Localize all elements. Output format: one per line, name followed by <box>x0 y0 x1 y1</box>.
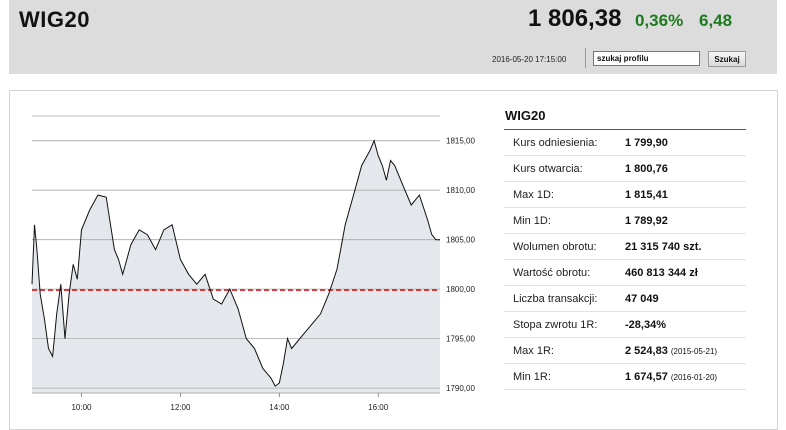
stats-label: Min 1D: <box>513 214 551 227</box>
stats-row: Liczba transakcji: 47 049 <box>504 286 746 312</box>
stats-value: 1 789,92 <box>625 215 668 227</box>
x-tick-label: 14:00 <box>269 403 290 412</box>
y-tick-label: 1805,00 <box>446 236 475 245</box>
stats-value-text: 21 315 740 szt. <box>625 240 702 253</box>
index-title: WIG20 <box>19 7 90 32</box>
stats-value-date: (2016-01-20) <box>670 372 718 382</box>
stats-value-text: 460 813 344 zł <box>625 266 698 279</box>
y-tick-label: 1800,00 <box>446 285 475 294</box>
x-tick-label: 16:00 <box>368 403 389 412</box>
y-tick-label: 1815,00 <box>446 137 475 146</box>
stats-value: 460 813 344 zł <box>625 267 698 279</box>
stats-row: Wolumen obrotu: 21 315 740 szt. <box>504 234 746 260</box>
stats-value: 1 674,57 (2016-01-20) <box>625 371 717 383</box>
change-absolute: 6,48 <box>699 11 733 30</box>
stats-value-text: 1 674,57 <box>625 370 668 383</box>
y-tick-label: 1790,00 <box>446 384 475 393</box>
price-area-fill <box>32 140 440 393</box>
price-line <box>31 139 440 387</box>
stats-row: Kurs odniesienia: 1 799,90 <box>504 130 746 156</box>
stats-row: Min 1R: 1 674,57 (2016-01-20) <box>504 364 746 390</box>
y-tick-label: 1795,00 <box>446 335 475 344</box>
stats-value-text: 2 524,83 <box>625 344 668 357</box>
stats-value-text: 1 799,90 <box>625 136 668 149</box>
stats-label: Kurs odniesienia: <box>513 136 598 149</box>
x-tick-label: 10:00 <box>71 403 92 412</box>
stats-label: Max 1D: <box>513 188 554 201</box>
stats-table-title: WIG20 <box>504 103 746 130</box>
stats-label: Wartość obrotu: <box>513 266 591 279</box>
change-percent: 0,36% <box>635 11 684 30</box>
stats-row: Stopa zwrotu 1R: -28,34% <box>504 312 746 338</box>
intraday-chart: 1790,00 1795,00 1800,00 1805,00 1810,00 1815,… <box>31 115 475 412</box>
stats-value-text: 1 800,76 <box>625 162 668 175</box>
stats-row: Max 1R: 2 524,83 (2015-05-21) <box>504 338 746 364</box>
stats-value: 2 524,83 (2015-05-21) <box>625 345 717 357</box>
search-button[interactable]: Szukaj <box>708 51 746 67</box>
x-tick-label: 12:00 <box>170 403 191 412</box>
stats-label: Wolumen obrotu: <box>513 240 597 253</box>
search-profile-input[interactable] <box>593 51 700 66</box>
stats-value-text: -28,34% <box>625 318 666 331</box>
y-tick-label: 1810,00 <box>446 186 475 195</box>
page-header: WIG20 1 806,38 0,36% 6,48 2016-05-20 17:… <box>9 0 777 74</box>
stats-value-text: 1 789,92 <box>625 214 668 227</box>
index-price: 1 806,38 <box>528 5 622 32</box>
stats-label: Kurs otwarcia: <box>513 162 583 175</box>
stats-row: Max 1D: 1 815,41 <box>504 182 746 208</box>
stats-value-text: 47 049 <box>625 292 659 305</box>
header-divider <box>585 48 586 68</box>
stats-value: -28,34% <box>625 319 666 331</box>
stats-row: Min 1D: 1 789,92 <box>504 208 746 234</box>
stats-value: 1 799,90 <box>625 137 668 149</box>
stats-value: 47 049 <box>625 293 659 305</box>
stats-table: WIG20 Kurs odniesienia: 1 799,90 Kurs otwa… <box>504 103 746 390</box>
stats-row: Wartość obrotu: 460 813 344 zł <box>504 260 746 286</box>
quote-timestamp: 2016-05-20 17:15:00 <box>492 55 567 64</box>
stats-label: Liczba transakcji: <box>513 292 598 305</box>
stats-label: Stopa zwrotu 1R: <box>513 318 598 331</box>
stats-label: Min 1R: <box>513 370 551 383</box>
stats-value-text: 1 815,41 <box>625 188 668 201</box>
stats-value: 1 815,41 <box>625 189 668 201</box>
stats-value: 1 800,76 <box>625 163 668 175</box>
stats-value: 21 315 740 szt. <box>625 241 701 253</box>
stats-value-date: (2015-05-21) <box>670 346 718 356</box>
stats-label: Max 1R: <box>513 344 554 357</box>
stats-row: Kurs otwarcia: 1 800,76 <box>504 156 746 182</box>
